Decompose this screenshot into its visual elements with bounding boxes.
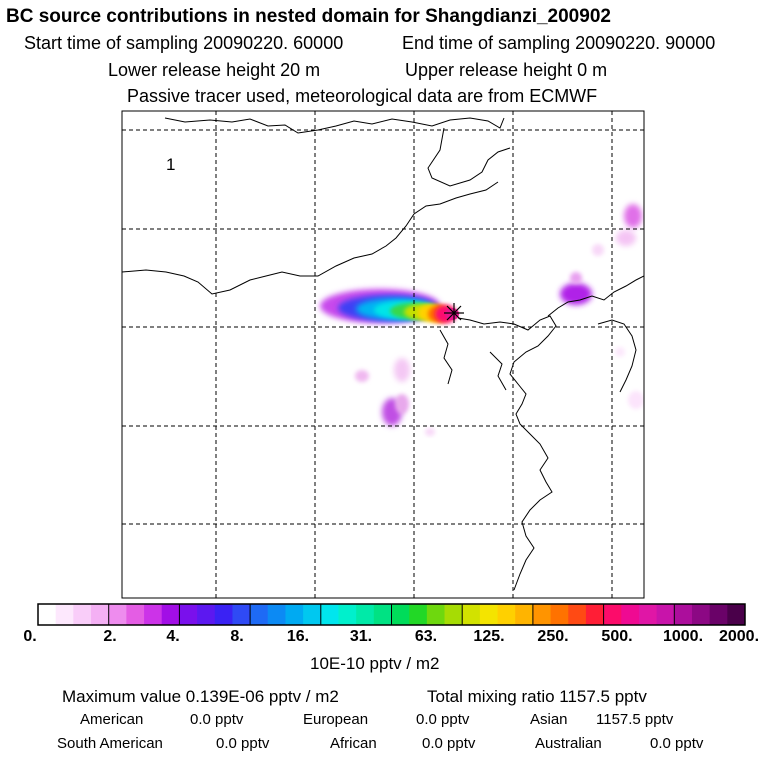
colorbar-label: 0. — [23, 628, 37, 645]
colorbar-segment — [91, 604, 110, 625]
region-name-european: European — [303, 711, 369, 728]
colorbar-segment — [214, 604, 233, 625]
colorbar-segment — [250, 604, 269, 625]
colorbar-segment — [285, 604, 304, 625]
colorbar-segment — [444, 604, 463, 625]
colorbar — [38, 604, 746, 625]
colorbar-segment — [426, 604, 445, 625]
total-mixing-text: Total mixing ratio 1157.5 pptv — [427, 687, 647, 706]
end-time-text: End time of sampling 20090220. 90000 — [402, 33, 716, 53]
colorbar-segment — [144, 604, 163, 625]
region-name-australian: Australian — [535, 735, 602, 752]
colorbar-segment — [232, 604, 251, 625]
lower-height-text: Lower release height 20 m — [108, 60, 321, 80]
region-name-african: African — [330, 735, 377, 752]
colorbar-segment — [38, 604, 57, 625]
colorbar-segment — [479, 604, 498, 625]
upper-height-text: Upper release height 0 m — [405, 60, 608, 80]
colorbar-segment — [356, 604, 375, 625]
colorbar-label: 1000. — [662, 628, 704, 645]
page-title: BC source contributions in nested domain… — [6, 6, 611, 27]
region-value-african: 0.0 pptv — [422, 735, 476, 752]
colorbar-label: 4. — [166, 628, 180, 645]
colorbar-label: 16. — [286, 628, 310, 645]
region-value-south-american: 0.0 pptv — [216, 735, 270, 752]
colorbar-segment — [179, 604, 198, 625]
colorbar-segment — [303, 604, 322, 625]
colorbar-segment — [391, 604, 410, 625]
colorbar-segment — [656, 604, 675, 625]
map-boundaries — [122, 117, 644, 591]
colorbar-segment — [409, 604, 428, 625]
map-area: 1 — [122, 111, 644, 598]
colorbar-label: 63. — [414, 628, 438, 645]
colorbar-segment — [585, 604, 604, 625]
colorbar-label: 2. — [103, 628, 117, 645]
colorbar-segment — [462, 604, 481, 625]
colorbar-segment — [727, 604, 746, 625]
colorbar-label: 125. — [473, 628, 505, 645]
colorbar-segment — [532, 604, 551, 625]
colorbar-segment — [373, 604, 392, 625]
map-frame — [121, 110, 645, 599]
region-name-asian: Asian — [530, 711, 568, 728]
colorbar-segment — [55, 604, 74, 625]
region-name-south-american: South American — [57, 735, 163, 752]
colorbar-segment — [550, 604, 569, 625]
panel-number: 1 — [166, 155, 175, 174]
colorbar-label: 500. — [601, 628, 633, 645]
colorbar-label: 31. — [349, 628, 373, 645]
colorbar-segment — [126, 604, 145, 625]
colorbar-segment — [108, 604, 127, 625]
max-value-text: Maximum value 0.139E-06 pptv / m2 — [62, 687, 339, 706]
region-value-american: 0.0 pptv — [190, 711, 244, 728]
colorbar-segment — [603, 604, 622, 625]
colorbar-segment — [161, 604, 180, 625]
colorbar-segment — [638, 604, 658, 625]
region-value-australian: 0.0 pptv — [650, 735, 704, 752]
colorbar-frame — [37, 603, 746, 626]
region-name-american: American — [80, 711, 144, 728]
grid-lines — [122, 111, 644, 598]
tracer-note: Passive tracer used, meteorological data… — [127, 86, 598, 106]
region-value-european: 0.0 pptv — [416, 711, 470, 728]
colorbar-segment — [197, 604, 216, 625]
colorbar-segment — [691, 604, 711, 625]
colorbar-segment — [338, 604, 357, 625]
colorbar-segment — [73, 604, 92, 625]
colorbar-segment — [320, 604, 339, 625]
colorbar-label: 250. — [537, 628, 569, 645]
colorbar-segment — [568, 604, 587, 625]
concentration-plume — [320, 204, 644, 436]
colorbar-label: 8. — [230, 628, 244, 645]
colorbar-segment — [709, 604, 728, 625]
receptor-star-icon — [444, 303, 464, 323]
region-value-asian: 1157.5 pptv — [596, 711, 674, 728]
colorbar-segment — [621, 604, 640, 625]
start-time-text: Start time of sampling 20090220. 60000 — [24, 33, 344, 53]
colorbar-unit: 10E-10 pptv / m2 — [310, 654, 440, 673]
colorbar-segment — [267, 604, 286, 625]
colorbar-label: 2000. — [718, 628, 760, 645]
colorbar-segment — [497, 604, 516, 625]
colorbar-segment — [674, 604, 693, 625]
colorbar-segment — [515, 604, 534, 625]
